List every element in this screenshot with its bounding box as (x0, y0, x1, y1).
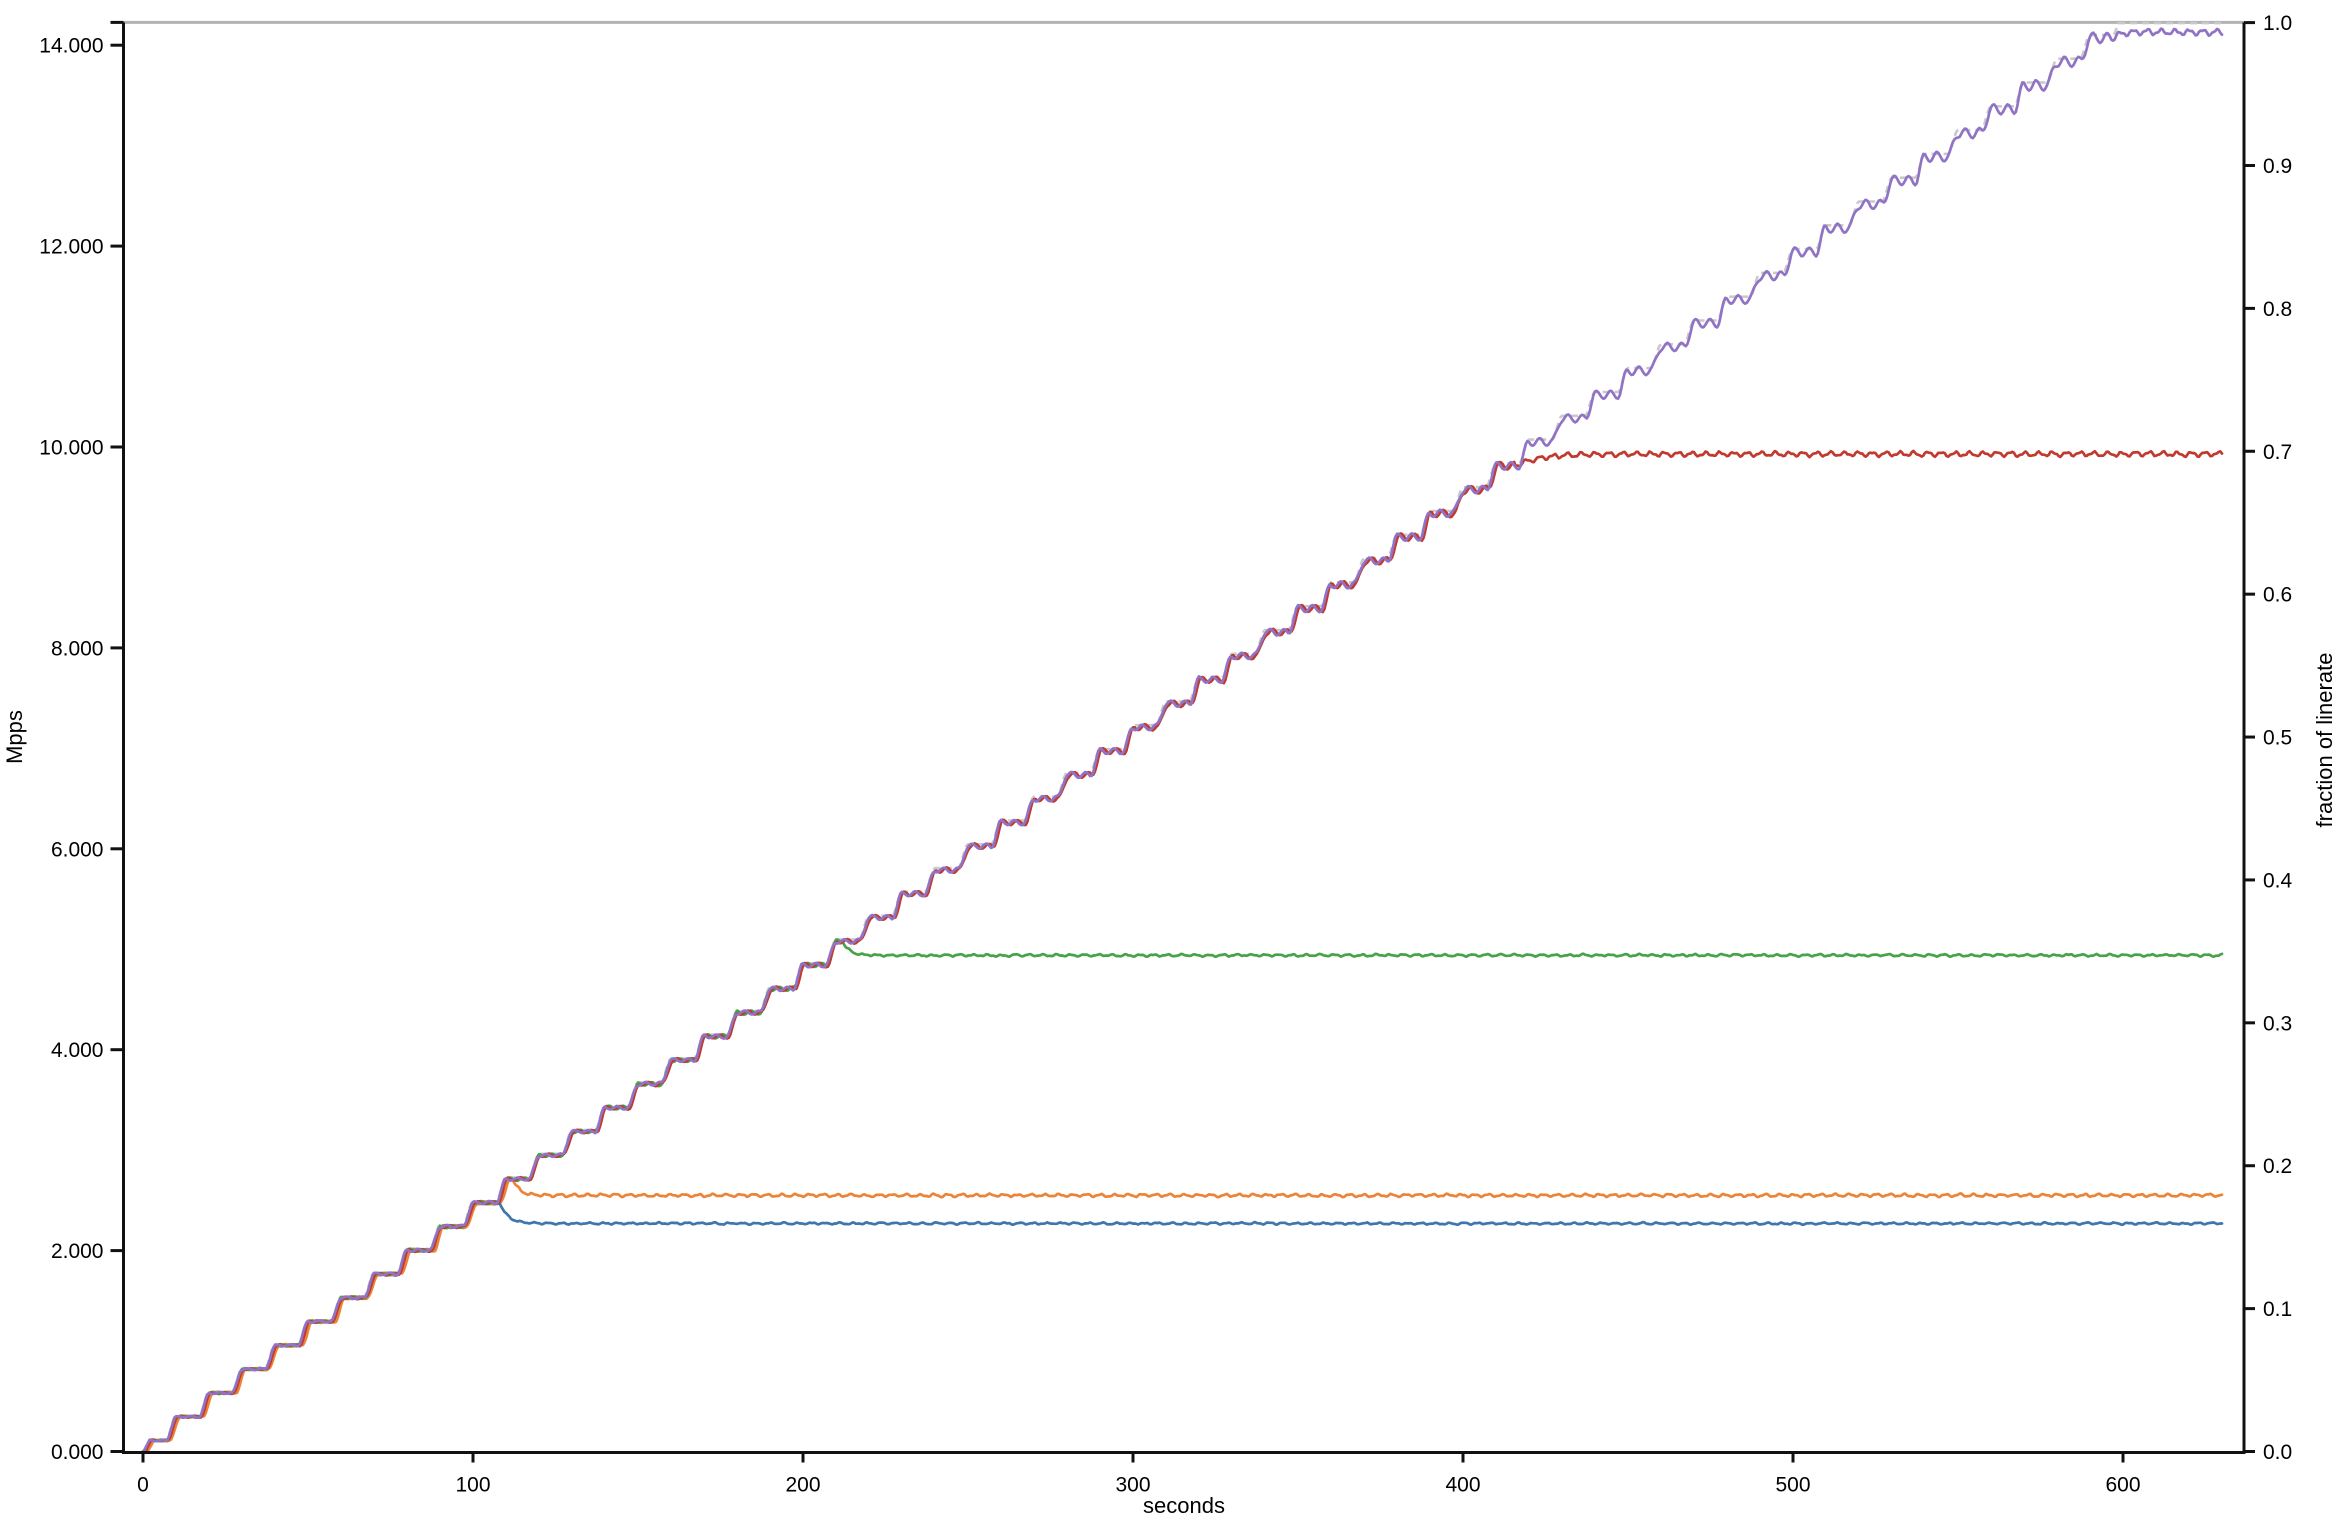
y-axis-right-title: fraction of linerate (2312, 653, 2337, 828)
y-right-tick-label: 0.6 (2263, 584, 2292, 607)
y-left-tick-label: 4.000 (51, 1039, 104, 1062)
series-orange-line (141, 1176, 2224, 1453)
y-axis-left-title: Mpps (2, 710, 27, 764)
series-blue-line (141, 1200, 2224, 1453)
x-tick-label: 300 (1115, 1474, 1150, 1497)
series-red-line (141, 449, 2224, 1453)
y-right-tick-label: 0.5 (2263, 727, 2292, 750)
axes: 0.000 2.000 4.000 6.000 8.000 10.000 12.000 14.… (39, 12, 2292, 1496)
x-tick-label: 200 (785, 1474, 820, 1497)
y-right-tick-label: 1.0 (2263, 12, 2292, 35)
y-right-tick-label: 0.3 (2263, 1012, 2292, 1035)
y-left-tick-label: 0.000 (51, 1441, 104, 1464)
reference-lines (123, 20, 2244, 1453)
x-tick-label: 0 (137, 1474, 149, 1497)
y-right-tick-label: 0.0 (2263, 1441, 2292, 1464)
y-left-tick-label: 6.000 (51, 838, 104, 861)
x-axis-title: seconds (1143, 1493, 1225, 1518)
offered-load-line (141, 21, 2222, 1453)
y-right-tick-label: 0.8 (2263, 298, 2292, 321)
y-right-tick-label: 0.2 (2263, 1155, 2292, 1178)
y-right-tick-label: 0.9 (2263, 155, 2292, 178)
data-series (141, 27, 2224, 1453)
y-left-tick-label: 8.000 (51, 637, 104, 660)
x-tick-label: 400 (1445, 1474, 1480, 1497)
x-tick-label: 600 (2105, 1474, 2140, 1497)
x-tick-label: 100 (455, 1474, 490, 1497)
y-right-tick-label: 0.7 (2263, 441, 2292, 464)
y-right-tick-label: 0.1 (2263, 1298, 2292, 1321)
y-left-tick-label: 14.000 (39, 35, 103, 58)
series-purple-line (141, 27, 2224, 1453)
y-left-tick-label: 12.000 (39, 236, 103, 259)
series-green-line (141, 938, 2224, 1453)
y-left-tick-label: 2.000 (51, 1240, 104, 1263)
x-tick-label: 500 (1775, 1474, 1810, 1497)
y-left-tick-label: 10.000 (39, 437, 103, 460)
y-right-tick-label: 0.4 (2263, 869, 2293, 892)
